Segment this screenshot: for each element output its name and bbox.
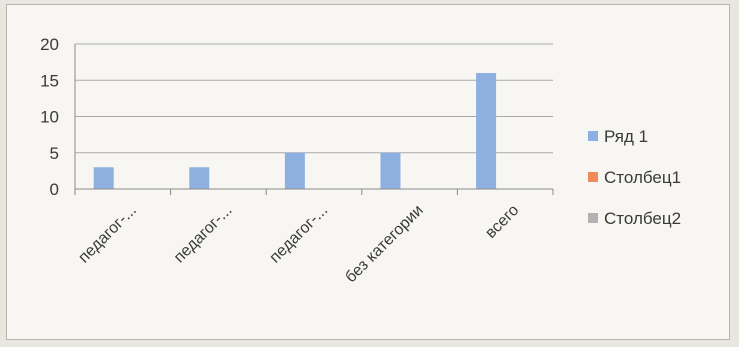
legend-swatch — [588, 172, 598, 182]
x-tick-label: педагог-... — [75, 202, 140, 267]
x-tick-label: без категории — [342, 202, 426, 286]
bar-chart: 0 5 10 15 20 педагог-... педагог-... педагог-.… — [40, 35, 681, 287]
y-tick-label: 20 — [40, 35, 59, 54]
legend-swatch — [588, 131, 598, 141]
legend: Ряд 1 Столбец1 Столбец2 — [588, 127, 681, 228]
legend-label: Столбец2 — [604, 209, 681, 228]
bars — [93, 73, 497, 189]
x-tick-label: педагог-... — [267, 202, 332, 267]
legend-label: Ряд 1 — [604, 127, 648, 146]
bar-3 — [284, 152, 305, 189]
y-tick-label: 5 — [50, 144, 59, 163]
bar-1 — [93, 167, 114, 189]
y-tick-label: 0 — [50, 180, 59, 199]
chart-frame: 0 5 10 15 20 педагог-... педагог-... педагог-.… — [6, 4, 730, 340]
legend-swatch — [588, 213, 598, 223]
x-tick-label: всего — [482, 202, 522, 242]
bar-4 — [380, 152, 401, 189]
x-tick-label: педагог-... — [171, 202, 236, 267]
x-tick-labels: педагог-... педагог-... педагог-... без кат… — [75, 202, 522, 287]
gridlines — [75, 43, 553, 154]
legend-label: Столбец1 — [604, 168, 681, 187]
bar-5 — [476, 73, 497, 189]
axes — [74, 44, 554, 195]
y-tick-label: 15 — [40, 71, 59, 90]
y-tick-label: 10 — [40, 108, 59, 127]
bar-2 — [189, 167, 210, 189]
y-tick-labels: 0 5 10 15 20 — [40, 35, 59, 199]
